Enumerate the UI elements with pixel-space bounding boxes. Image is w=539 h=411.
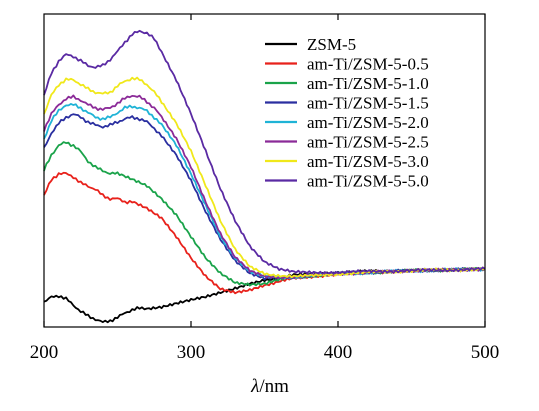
x-axis-label: λ/nm [250,376,289,397]
x-tick-labels: 200 300 400 500 [30,342,500,363]
x-ticks [43,14,486,327]
x-tick-label-500: 500 [471,342,500,363]
legend-label-1: am-Ti/ZSM-5-0.5 [307,55,429,74]
series-line-7 [43,29,486,275]
legend-label-4: am-Ti/ZSM-5-2.0 [307,113,429,132]
legend-label-3: am-Ti/ZSM-5-1.5 [307,94,429,113]
legend-label-2: am-Ti/ZSM-5-1.0 [307,74,429,93]
x-tick-label-400: 400 [324,342,353,363]
x-axis-unit: /nm [259,376,289,397]
legend-label-0: ZSM-5 [307,35,356,54]
legend: ZSM-5am-Ti/ZSM-5-0.5am-Ti/ZSM-5-1.0am-Ti… [265,35,429,191]
legend-label-6: am-Ti/ZSM-5-3.0 [307,152,429,171]
series-group [43,29,486,324]
x-tick-label-200: 200 [30,342,59,363]
x-tick-label-300: 300 [177,342,206,363]
x-axis-symbol: λ [250,376,259,397]
plot-frame [43,13,486,328]
legend-label-5: am-Ti/ZSM-5-2.5 [307,133,429,152]
legend-label-7: am-Ti/ZSM-5-5.0 [307,172,429,191]
series-line-6 [43,76,486,279]
